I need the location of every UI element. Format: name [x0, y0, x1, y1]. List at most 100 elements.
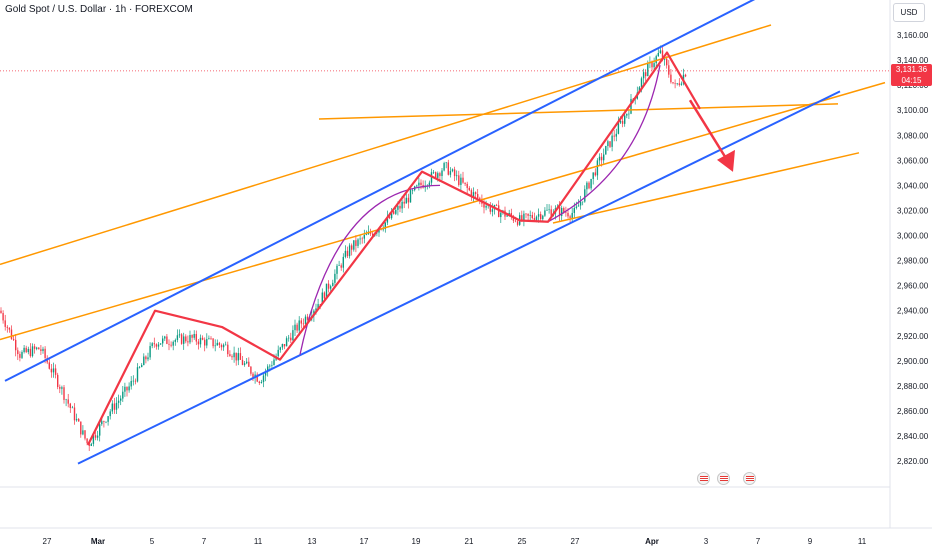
- candle-body: [460, 177, 462, 185]
- candle-body: [657, 53, 659, 57]
- candle-body: [168, 343, 170, 345]
- candle-body: [399, 205, 401, 209]
- candle-body: [512, 216, 515, 221]
- candle-body: [107, 416, 109, 422]
- candle-body: [111, 403, 113, 412]
- candle-body: [542, 215, 544, 220]
- candle-body: [82, 430, 84, 435]
- candle-body: [195, 333, 197, 342]
- candle-body: [458, 175, 460, 185]
- us-flag-icon[interactable]: [697, 472, 710, 485]
- candle-body: [462, 177, 464, 183]
- candle-body: [355, 240, 357, 246]
- candle-body: [445, 162, 447, 164]
- us-flag-icon[interactable]: [717, 472, 730, 485]
- candle-body: [323, 292, 326, 299]
- currency-button[interactable]: USD: [893, 3, 925, 22]
- candle-body: [44, 348, 46, 358]
- candle-body: [90, 443, 92, 447]
- candle-body: [544, 210, 546, 216]
- candle-body: [630, 98, 632, 114]
- candle-body: [174, 339, 176, 342]
- candle-body: [264, 371, 267, 376]
- candle-body: [233, 352, 235, 358]
- candle-body: [2, 313, 4, 321]
- candle-body: [605, 146, 607, 155]
- candle-body: [218, 342, 221, 346]
- candle-body: [162, 338, 164, 344]
- candle-body: [246, 361, 248, 364]
- candle-body: [386, 216, 389, 223]
- candle-body: [498, 205, 500, 218]
- candle-body: [75, 419, 78, 421]
- candle-body: [659, 50, 662, 54]
- candle-body: [225, 344, 227, 346]
- cup-arc: [547, 64, 661, 223]
- x-tick-label: 9: [808, 537, 813, 546]
- y-tick-label: 2,980.00: [897, 257, 929, 266]
- last-price-tag: 3,131.36 04:15: [891, 64, 932, 86]
- candle-body: [185, 336, 187, 342]
- x-tick-label: 19: [412, 537, 421, 546]
- candle-body: [420, 182, 422, 185]
- candle-body: [71, 407, 74, 409]
- candle-body: [229, 354, 231, 357]
- candle-body: [25, 347, 27, 353]
- candle-body: [588, 182, 590, 189]
- candle-body: [346, 250, 349, 257]
- orange-trend-line: [0, 81, 886, 341]
- candle-body: [319, 304, 321, 305]
- candle-body: [113, 403, 116, 410]
- candle-body: [248, 361, 250, 367]
- candle-body: [611, 135, 613, 147]
- us-flag-icon[interactable]: [743, 472, 756, 485]
- candle-body: [99, 424, 101, 436]
- candle-body: [577, 205, 580, 207]
- symbol-title[interactable]: Gold Spot / U.S. Dollar · 1h · FOREXCOM: [5, 4, 193, 15]
- candle-body: [317, 304, 319, 309]
- candle-body: [407, 197, 410, 203]
- candle-body: [36, 347, 38, 349]
- candle-body: [418, 182, 420, 186]
- candle-body: [176, 335, 179, 340]
- x-tick-label: 17: [360, 537, 369, 546]
- candle-body: [17, 350, 19, 355]
- candle-body: [149, 346, 151, 358]
- y-tick-label: 3,140.00: [897, 56, 929, 65]
- candle-body: [122, 391, 124, 399]
- candle-body: [357, 239, 359, 246]
- candle-body: [243, 363, 246, 365]
- candle-body: [563, 207, 565, 213]
- candle-body: [672, 82, 674, 84]
- candle-body: [653, 63, 655, 68]
- candle-body: [472, 192, 475, 197]
- candle-body: [567, 212, 569, 217]
- y-tick-label: 3,160.00: [897, 31, 929, 40]
- candle-body: [571, 212, 573, 218]
- candle-body: [48, 362, 50, 369]
- candle-body: [609, 141, 611, 147]
- candle-body: [403, 201, 405, 204]
- candle-body: [405, 197, 407, 204]
- candle-body: [449, 171, 452, 175]
- candle-body: [647, 63, 649, 77]
- candle-body: [92, 435, 95, 444]
- candle-body: [582, 201, 584, 203]
- candle-body: [298, 320, 300, 331]
- candle-body: [359, 238, 361, 240]
- candle-body: [388, 216, 391, 219]
- candle-body: [96, 435, 99, 438]
- candle-body: [267, 366, 269, 372]
- x-tick-label: 11: [254, 537, 263, 546]
- candle-body: [670, 74, 672, 83]
- candle-body: [288, 337, 290, 339]
- candle-body: [204, 339, 206, 346]
- y-tick-label: 2,960.00: [897, 282, 929, 291]
- candle-body: [4, 320, 6, 327]
- candle-body: [227, 344, 229, 355]
- candle-body: [189, 335, 191, 343]
- candle-body: [153, 343, 155, 345]
- candle-body: [523, 213, 525, 221]
- candle-body: [216, 342, 218, 346]
